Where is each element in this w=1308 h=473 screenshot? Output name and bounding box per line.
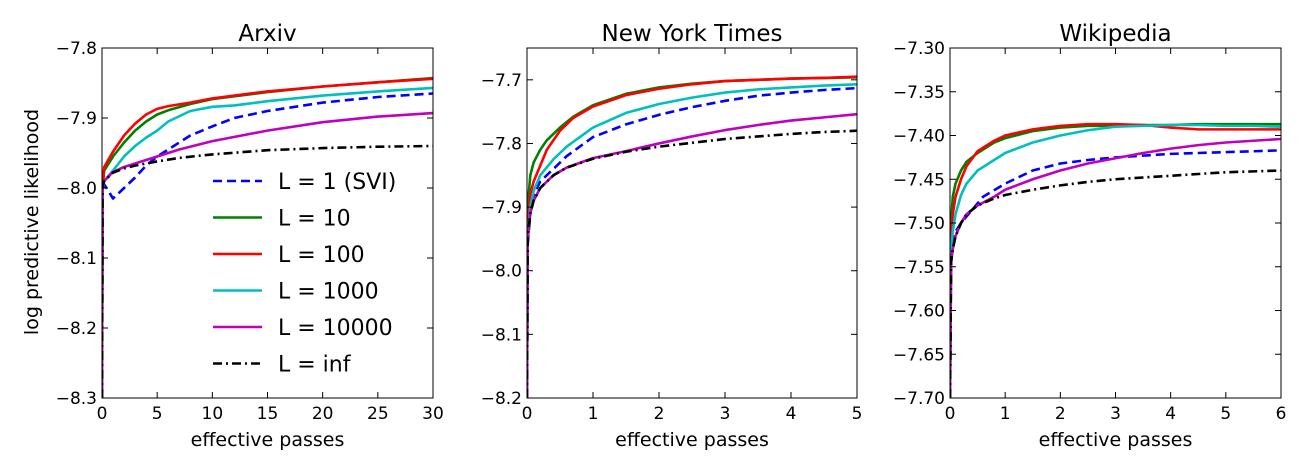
y-tick-label: −7.55 [893,258,945,278]
x-tick-label: 0 [522,404,533,424]
chart-title: Wikipedia [1059,21,1171,47]
y-tick-label: −7.8 [481,134,522,154]
series-group [102,76,433,398]
panel-2: 0 1 2 3 4 5 6 −7.70 −7.65 −7.60 −7.55 −7.50 −7.45 −7.… [893,21,1287,451]
y-tick-label: −8.0 [56,179,97,199]
series-line-l-1000 [950,123,1281,398]
x-tick-label: 1 [1000,404,1011,424]
x-tick-label: 0 [945,404,956,424]
x-axis-label: effective passes [615,429,769,451]
legend-label: L = 10 [278,207,351,232]
y-tick-label: −7.7 [481,71,522,91]
legend-label: L = 1000 [278,280,379,305]
x-tick-label: 5 [852,404,863,424]
series-line-l-100 [102,77,433,398]
y-tick-label: −7.65 [893,345,945,365]
x-tick-label: 10 [202,404,224,424]
plot-frame [526,47,858,399]
y-tick-label: −7.35 [893,83,945,103]
x-tick-label: 5 [1220,404,1231,424]
y-tick-label: −8.3 [56,389,97,409]
y-tick-label: −7.8 [56,39,97,59]
y-tick-label: −8.0 [481,262,522,282]
y-tick-label: −7.50 [893,214,945,234]
series-line-l-100 [527,75,857,398]
series-line-l-10000 [950,137,1281,398]
panel-0: 0 5 10 15 20 25 30 −8.3 −8.2 −8.1 −8.0 −7.9 −7.8 Arxi… [56,21,444,451]
x-tick-label: 30 [422,404,444,424]
y-tick-label: −8.1 [56,249,97,269]
legend-label: L = 100 [278,243,365,268]
x-tick-label: 3 [720,404,731,424]
legend: L = 1 (SVI) L = 10 L = 100 L = 1000 L = 1000… [213,170,396,378]
x-tick-label: 15 [257,404,279,424]
x-axis-label: effective passes [191,429,345,451]
x-tick-label: 0 [97,404,108,424]
x-tick-label: 2 [1055,404,1066,424]
x-tick-label: 2 [654,404,665,424]
y-tick-label: −8.2 [56,319,97,339]
legend-label: L = inf [278,353,352,378]
series-group [950,122,1281,398]
y-tick-label: −8.2 [481,389,522,409]
x-axis-label: effective passes [1039,429,1193,451]
series-line-l-1-svi- [102,92,433,398]
legend-label: L = 1 (SVI) [278,170,396,195]
legend-label: L = 10000 [278,316,393,341]
x-tick-label: 4 [1165,404,1176,424]
y-tick-label: −7.9 [481,198,522,218]
chart-panels: 0 5 10 15 20 25 30−8.3−8.2−8.1−8.0−7.9−7.8Arxi… [56,21,1287,451]
y-tick-label: −7.70 [893,389,945,409]
y-tick-label: −7.30 [893,39,945,59]
y-tick-label: −7.45 [893,170,945,190]
y-axis-label: log predictive likelihood [21,109,43,335]
panel-1: 0 1 2 3 4 5 −8.2 −8.1 −8.0 −7.9 −7.8 −7.7 New York T… [481,21,863,451]
series-line-l-100 [950,122,1281,398]
x-tick-label: 1 [588,404,599,424]
y-tick-label: −7.60 [893,302,945,322]
y-tick-label: −7.40 [893,127,945,147]
x-tick-label: 4 [786,404,797,424]
x-tick-label: 25 [367,404,389,424]
chart-title: Arxiv [238,21,296,47]
y-tick-label: −8.1 [481,325,522,345]
series-line-l-1000 [527,82,857,398]
x-tick-label: 6 [1276,404,1287,424]
y-tick-label: −7.9 [56,109,97,129]
series-line-l-inf [950,169,1281,398]
series-line-l-inf [102,144,433,398]
x-tick-label: 5 [152,404,163,424]
x-tick-label: 20 [312,404,334,424]
chart-title: New York Times [602,21,783,47]
x-tick-label: 3 [1110,404,1121,424]
